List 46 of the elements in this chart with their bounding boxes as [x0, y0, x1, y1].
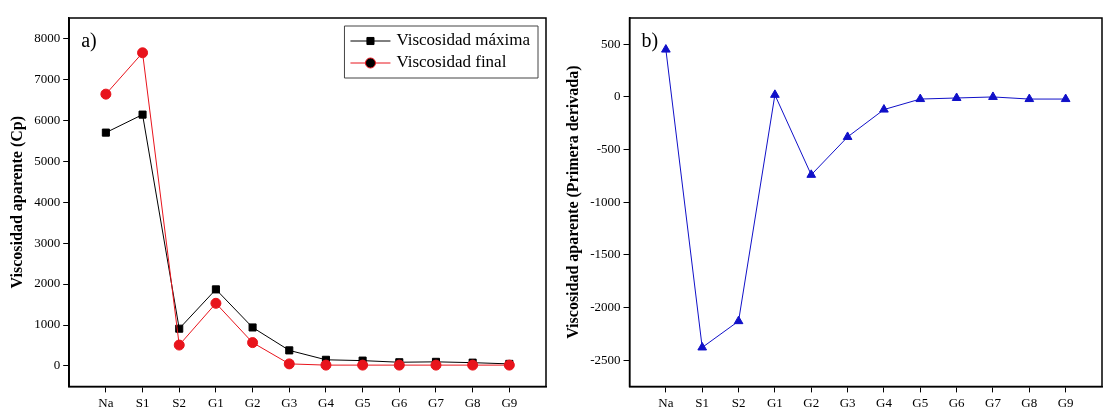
- x-tick-label: S2: [731, 394, 746, 410]
- y-tick-label: -1000: [590, 193, 621, 209]
- x-tick-label: G4: [317, 394, 335, 410]
- x-tick-label: S1: [135, 394, 150, 410]
- x-tick-label: G2: [244, 394, 261, 410]
- x-tick-label: G6: [948, 394, 966, 410]
- x-tick-label: G3: [839, 394, 856, 410]
- y-tick-label: 6000: [34, 111, 61, 127]
- x-tick-label: Na: [98, 394, 114, 410]
- x-tick-label: G2: [803, 394, 820, 410]
- x-tick-label: G8: [464, 394, 481, 410]
- x-tick-label: S2: [172, 394, 187, 410]
- y-tick-label: 2000: [34, 275, 61, 291]
- y-tick-label: -2000: [590, 298, 621, 314]
- annotation: b): [641, 29, 659, 53]
- y-tick-label: 0: [53, 357, 61, 373]
- x-tick-label: G1: [207, 394, 224, 410]
- y-axis-title: Viscosidad aparente (Primera derivada): [563, 65, 582, 339]
- y-axis-title: Viscosidad aparente (Cp): [7, 115, 26, 289]
- x-tick-label: G8: [1021, 394, 1038, 410]
- x-tick-label: Na: [658, 394, 674, 410]
- x-tick-label: G5: [912, 394, 929, 410]
- y-tick-label: -2500: [590, 351, 621, 367]
- annotation: a): [81, 29, 97, 53]
- y-tick-label: 8000: [34, 29, 61, 45]
- x-tick-label: G7: [428, 394, 445, 410]
- y-tick-label: -500: [596, 140, 621, 156]
- y-tick-label: -1500: [590, 246, 621, 262]
- x-tick-label: G6: [391, 394, 408, 410]
- y-tick-label: 7000: [34, 70, 61, 86]
- y-tick-label: 3000: [34, 234, 61, 250]
- x-tick-label: G9: [1057, 394, 1074, 410]
- legend-label: Viscosidad máxima: [396, 30, 531, 50]
- y-tick-label: 4000: [34, 193, 61, 209]
- x-tick-label: G1: [766, 394, 783, 410]
- x-tick-label: G9: [501, 394, 518, 410]
- y-tick-label: 1000: [34, 316, 61, 332]
- x-tick-label: S1: [695, 394, 710, 410]
- legend-label: Viscosidad final: [396, 52, 507, 72]
- y-tick-label: 500: [601, 35, 621, 51]
- x-tick-label: G7: [985, 394, 1002, 410]
- y-tick-label: 0: [614, 88, 621, 104]
- x-tick-label: G5: [354, 394, 371, 410]
- x-tick-label: G4: [875, 394, 893, 410]
- y-tick-label: 5000: [34, 152, 61, 168]
- x-tick-label: G3: [281, 394, 298, 410]
